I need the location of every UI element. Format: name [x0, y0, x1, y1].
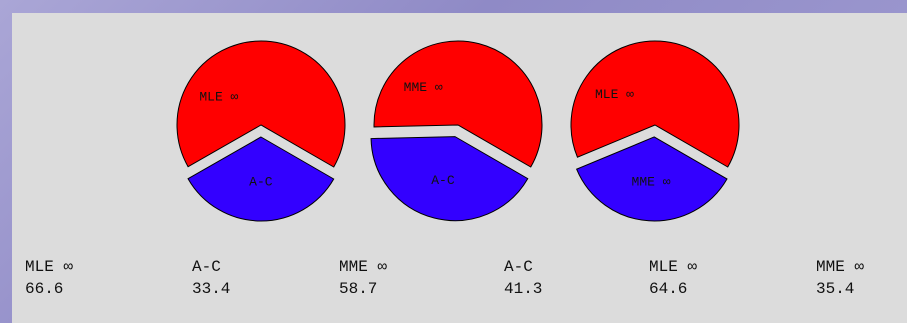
stat-value: 35.4 [816, 280, 855, 298]
stat-label: MLE ∞ [649, 258, 698, 276]
stat-5: MLE ∞ 64.6 [649, 256, 697, 300]
stat-1: MLE ∞ 66.6 [25, 256, 73, 300]
stat-value: 66.6 [25, 280, 64, 298]
pie-slice [570, 40, 740, 168]
pie-slice [187, 136, 335, 222]
stats-row: MLE ∞ 66.6 A-C 33.4 MME ∞ 58.7 A-C 41.3 … [12, 13, 907, 323]
pie-charts: MLE ∞ A-C MME ∞ A-C MLE ∞ MME ∞ [176, 40, 740, 222]
stat-label: A-C [504, 258, 533, 276]
stat-value: 58.7 [339, 280, 378, 298]
stat-3: MME ∞ 58.7 [339, 256, 387, 300]
stat-label: MME ∞ [816, 258, 865, 276]
stat-6: MME ∞ 35.4 [816, 256, 864, 300]
stat-4: A-C 41.3 [504, 256, 542, 300]
stat-2: A-C 33.4 [192, 256, 230, 300]
stat-value: 33.4 [192, 280, 231, 298]
slice-label: MLE ∞ [595, 87, 634, 102]
pie-slice [176, 40, 346, 168]
slice-label: MLE ∞ [199, 90, 238, 105]
stat-label: MME ∞ [339, 258, 388, 276]
stat-value: 64.6 [649, 280, 688, 298]
pie-slice [373, 40, 543, 168]
stat-label: MLE ∞ [25, 258, 74, 276]
slice-label: A-C [431, 173, 455, 188]
slice-label: MME ∞ [632, 175, 671, 190]
stat-value: 41.3 [504, 280, 543, 298]
pie-slice [575, 136, 728, 222]
chart-panel: MLE ∞ A-C MME ∞ A-C MLE ∞ MME ∞ MLE ∞ 66.6 A-… [12, 13, 907, 323]
stat-label: A-C [192, 258, 221, 276]
pie-slice [370, 136, 529, 222]
slice-label: MME ∞ [404, 80, 443, 95]
slice-label: A-C [249, 175, 273, 190]
